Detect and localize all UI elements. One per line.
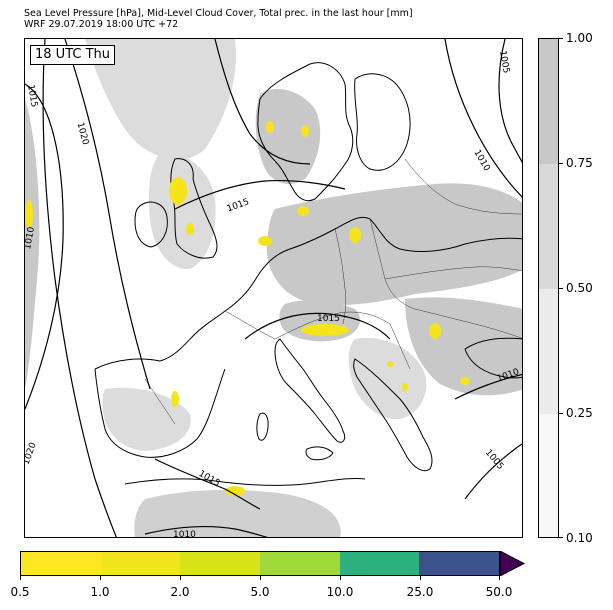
- precip-bar-tick: [180, 576, 181, 580]
- precip-bar-segment-2: [101, 552, 181, 575]
- precip-bar-segment-4: [260, 552, 340, 575]
- precip-bar-tick: [499, 576, 500, 580]
- precip-north-sea: [258, 236, 272, 246]
- cloud-area-north-africa: [134, 490, 340, 538]
- precip-atlantic: [25, 200, 33, 228]
- isobar-label: 1020: [75, 121, 91, 146]
- precip-denmark: [297, 206, 309, 216]
- cloud-cover-layer: [25, 39, 523, 538]
- precip-bar-tick: [420, 576, 421, 580]
- precip-bar-segment-1: [21, 552, 101, 575]
- cloud-bar-label: 0.75: [566, 156, 593, 170]
- precip-romania: [460, 377, 470, 385]
- precip-england: [186, 223, 194, 235]
- isobar-label: 1015: [25, 84, 39, 108]
- cloud-bar-label: 0.25: [566, 406, 593, 420]
- precip-balkans: [387, 361, 393, 367]
- cloud-bar-tick: [559, 288, 563, 289]
- cloud-bar-tick: [559, 38, 563, 39]
- cloud-bar-label: 0.10: [566, 531, 593, 545]
- cloud-area-british-isles: [149, 153, 216, 269]
- precip-bar-tick: [340, 576, 341, 580]
- cloud-area-scandinavia: [256, 89, 320, 184]
- coast-baltic-finland: [355, 74, 410, 170]
- isobar-label: 1015: [317, 314, 340, 324]
- cloud-bar-segment-2: [539, 164, 558, 289]
- precip-sweden: [301, 125, 309, 137]
- cloud-area-balkans: [349, 338, 427, 419]
- precip-spain: [171, 391, 179, 407]
- isobar-label: 1015: [226, 197, 251, 214]
- cloud-bar-tick: [559, 163, 563, 164]
- isobar-label: 1015: [197, 469, 222, 489]
- precip-bar-arrow-shape: [500, 551, 524, 576]
- precip-norway: [266, 121, 274, 133]
- valid-time-label: 18 UTC Thu: [30, 45, 115, 65]
- coast-italy: [275, 339, 345, 442]
- precip-bar-tick: [100, 576, 101, 580]
- precip-alps: [301, 324, 349, 336]
- weather-map: 1015 1020 1010 1015 1015 1005 1010 1010 …: [24, 38, 523, 538]
- isobar-1015-west: [43, 39, 117, 538]
- cloud-bar-label: 0.50: [566, 281, 593, 295]
- cloud-bar-segment-1: [539, 39, 558, 164]
- precip-greece: [402, 383, 408, 391]
- precip-bar-segment-3: [180, 552, 260, 575]
- precip-bar-segment-5: [340, 552, 420, 575]
- precip-bar-extend-arrow: [500, 551, 526, 576]
- cloud-cover-colorbar: [538, 38, 559, 538]
- cloud-bar-tick: [559, 413, 563, 414]
- cloud-bar-tick: [559, 537, 563, 538]
- precip-bar-label: 25.0: [407, 585, 434, 599]
- cloud-bar-segment-3: [539, 289, 558, 414]
- isobar-1010-northeast: [445, 39, 523, 199]
- precipitation-layer: [25, 121, 470, 496]
- precip-bar-label: 10.0: [327, 585, 354, 599]
- coast-sardinia-corsica: [257, 413, 268, 440]
- precip-bar-label: 0.5: [10, 585, 29, 599]
- cloud-bar-label: 1.00: [566, 31, 593, 45]
- precip-bar-label: 50.0: [486, 585, 513, 599]
- precip-scotland: [169, 177, 187, 205]
- precip-bar-label: 2.0: [170, 585, 189, 599]
- precip-bar-tick: [20, 576, 21, 580]
- precip-bar-label: 1.0: [90, 585, 109, 599]
- chart-subtitle: WRF 29.07.2019 18:00 UTC +72: [24, 19, 178, 31]
- precip-bar-label: 5.0: [250, 585, 269, 599]
- coast-sicily: [306, 447, 333, 460]
- precipitation-colorbar: [20, 551, 500, 576]
- isobar-label: 1020: [25, 441, 39, 466]
- cloud-area-central-europe: [267, 183, 523, 305]
- precip-bar-segment-6: [419, 552, 499, 575]
- coast-north-africa: [125, 478, 365, 485]
- precip-bar-tick: [260, 576, 261, 580]
- isobar-label: 1010: [471, 148, 491, 173]
- precip-hungary: [429, 323, 441, 339]
- isobar-label: 1010: [173, 530, 196, 538]
- map-canvas: 1015 1020 1010 1015 1015 1005 1010 1010 …: [25, 39, 523, 538]
- precip-germany: [349, 227, 361, 243]
- cloud-bar-segment-4: [539, 414, 558, 537]
